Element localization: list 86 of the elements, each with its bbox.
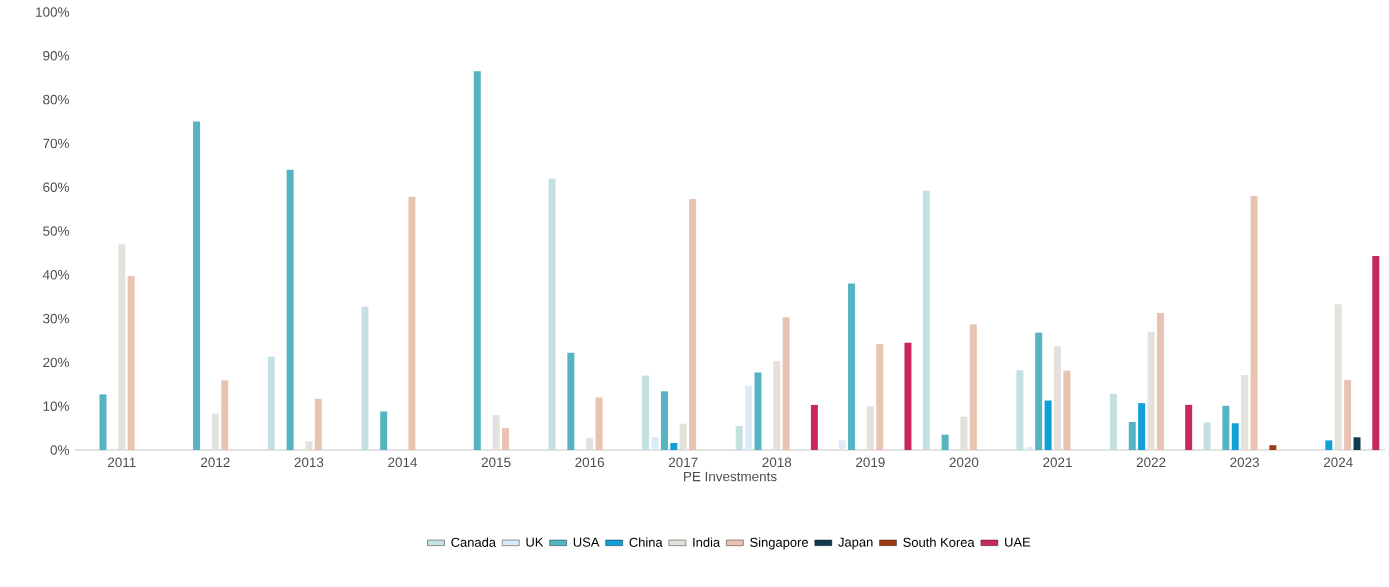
x-axis-title: PE Investments bbox=[684, 471, 777, 482]
bar bbox=[221, 380, 229, 450]
legend-label: USA bbox=[573, 537, 600, 547]
bar bbox=[548, 178, 556, 450]
bar bbox=[1063, 370, 1071, 450]
y-tick-label: 30% bbox=[43, 313, 69, 324]
y-tick-label: 60% bbox=[43, 182, 69, 192]
bar bbox=[922, 190, 930, 450]
bar bbox=[501, 428, 509, 450]
bar bbox=[127, 276, 135, 450]
bar bbox=[642, 375, 650, 450]
x-tick-label: 2024 bbox=[1323, 457, 1353, 468]
legend-label: India bbox=[693, 537, 721, 547]
bar bbox=[1344, 379, 1352, 450]
bar bbox=[595, 397, 603, 450]
bar bbox=[1109, 393, 1117, 450]
bar bbox=[1035, 332, 1043, 450]
bar bbox=[904, 342, 912, 450]
y-tick-label: 40% bbox=[42, 270, 69, 280]
x-tick-label: 2017 bbox=[668, 457, 698, 468]
bar bbox=[1156, 312, 1164, 450]
x-tick-label: 2015 bbox=[481, 457, 511, 468]
bar bbox=[782, 317, 790, 450]
x-tick-label: 2022 bbox=[1136, 457, 1166, 468]
bar bbox=[361, 306, 369, 450]
bar bbox=[1044, 400, 1052, 450]
bar bbox=[1269, 445, 1277, 450]
bar bbox=[941, 434, 949, 450]
bar bbox=[1250, 195, 1258, 450]
x-tick-label: 2021 bbox=[1043, 457, 1072, 468]
bar bbox=[286, 169, 294, 450]
bar bbox=[969, 324, 977, 450]
bar bbox=[670, 442, 678, 450]
y-tick-label: 70% bbox=[43, 138, 69, 149]
y-tick-label: 20% bbox=[43, 357, 69, 368]
bar bbox=[314, 398, 322, 450]
x-tick-label: 2014 bbox=[388, 457, 418, 468]
bar bbox=[1016, 370, 1024, 450]
bar bbox=[1203, 422, 1211, 450]
bar bbox=[735, 425, 743, 450]
bar bbox=[1185, 404, 1193, 450]
x-tick-label: 2016 bbox=[575, 457, 604, 468]
legend-label: Canada bbox=[451, 537, 497, 547]
bar bbox=[848, 283, 856, 450]
bar bbox=[1222, 405, 1230, 450]
x-tick-label: 2012 bbox=[201, 457, 230, 468]
y-tick-label: 10% bbox=[43, 401, 69, 411]
bar bbox=[1138, 403, 1146, 450]
bar bbox=[651, 436, 659, 450]
bar bbox=[567, 352, 575, 450]
legend-label: China bbox=[629, 537, 663, 547]
bar bbox=[689, 199, 697, 450]
bar bbox=[193, 121, 201, 450]
x-tick-label: 2013 bbox=[294, 457, 324, 468]
bar bbox=[267, 356, 275, 450]
bar bbox=[473, 71, 481, 450]
bar bbox=[1325, 440, 1333, 450]
bar bbox=[745, 385, 753, 450]
x-tick-label: 2011 bbox=[108, 457, 136, 468]
legend-label: UAE bbox=[1005, 537, 1031, 547]
y-tick-label: 90% bbox=[43, 51, 69, 61]
legend-label: Japan bbox=[838, 537, 873, 550]
bar bbox=[1025, 446, 1033, 450]
bar bbox=[838, 440, 846, 450]
bar bbox=[1353, 437, 1361, 450]
bar bbox=[1128, 421, 1136, 450]
legend-label: South Korea bbox=[903, 537, 975, 547]
bar bbox=[99, 394, 107, 450]
bar bbox=[1231, 423, 1239, 450]
bar bbox=[408, 196, 416, 450]
y-tick-label: 100% bbox=[36, 7, 69, 17]
y-tick-label: 80% bbox=[43, 94, 69, 105]
bar bbox=[810, 404, 818, 450]
x-tick-label: 2019 bbox=[856, 457, 885, 468]
bar bbox=[876, 344, 884, 450]
bar bbox=[380, 411, 388, 450]
x-tick-label: 2023 bbox=[1230, 457, 1259, 468]
y-tick-label: 0% bbox=[50, 445, 69, 455]
bar bbox=[754, 372, 762, 450]
bar bbox=[660, 391, 668, 450]
legend-label: Singapore bbox=[750, 537, 809, 550]
legend-label: UK bbox=[526, 537, 544, 547]
y-tick-label: 50% bbox=[43, 226, 69, 236]
x-tick-label: 2020 bbox=[949, 457, 979, 468]
x-tick-label: 2018 bbox=[762, 457, 792, 468]
bar bbox=[1372, 255, 1380, 450]
